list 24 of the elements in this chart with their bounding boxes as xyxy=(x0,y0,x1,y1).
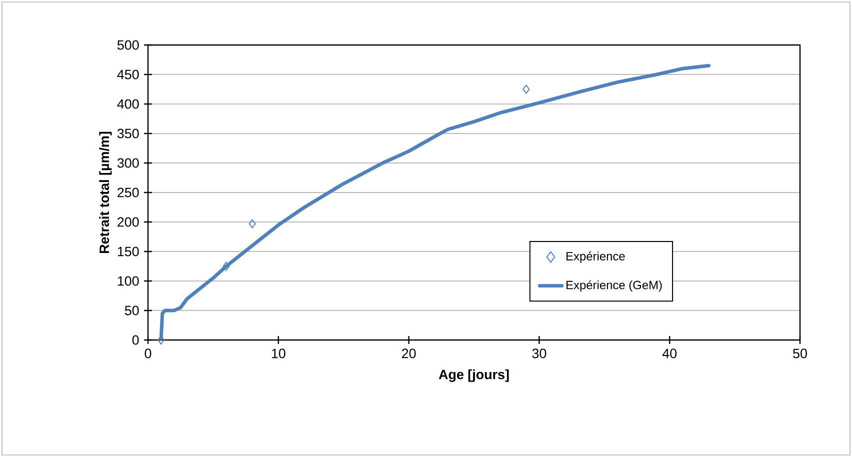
point xyxy=(248,219,256,228)
x-tick-label: 30 xyxy=(532,348,546,358)
y-tick-label: 250 xyxy=(118,188,139,198)
x-tick-label: 40 xyxy=(662,348,677,358)
y-tick-label: 0 xyxy=(132,335,139,345)
point xyxy=(222,262,230,271)
y-tick-label: 450 xyxy=(117,70,139,80)
y-tick-label: 150 xyxy=(118,246,139,256)
y-axis-title: Retrait total [µm/m] xyxy=(99,132,112,254)
x-tick-label: 10 xyxy=(272,348,286,358)
y-tick-label: 100 xyxy=(118,276,139,286)
y-tick-label: 200 xyxy=(118,217,139,227)
x-tick-label: 0 xyxy=(144,348,152,358)
x-axis-title: Age [jours] xyxy=(438,369,509,382)
y-tick-label: 350 xyxy=(117,128,139,138)
x-tick-label: 50 xyxy=(793,348,807,358)
y-tick-label: 300 xyxy=(117,158,139,168)
x-tick-label: 20 xyxy=(402,348,416,358)
point xyxy=(522,84,530,94)
y-tick-label: 50 xyxy=(124,306,139,316)
y-tick-label: 400 xyxy=(117,99,139,109)
legend-label: Expérience (GeM) xyxy=(566,280,662,292)
y-tick-label: 500 xyxy=(117,40,139,50)
legend-label: Expérience xyxy=(566,252,625,263)
